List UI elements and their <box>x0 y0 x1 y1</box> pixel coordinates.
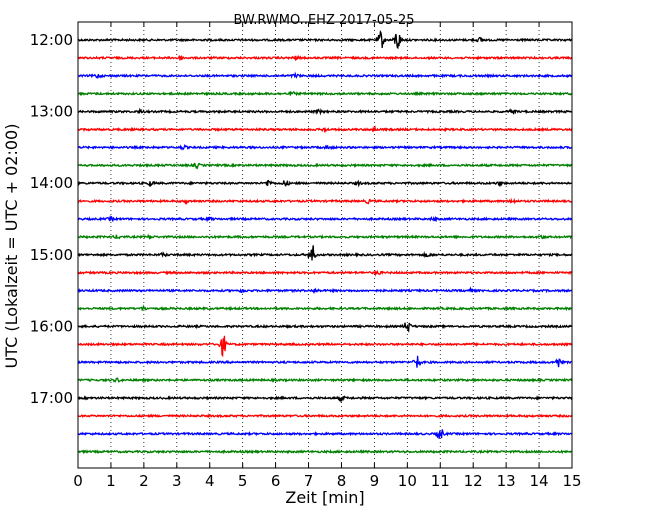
x-tick-label: 3 <box>172 472 182 490</box>
x-axis-label: Zeit [min] <box>285 488 364 507</box>
x-tick-label: 9 <box>370 472 380 490</box>
x-tick-label: 1 <box>106 472 116 490</box>
x-tick-label: 15 <box>562 472 581 490</box>
y-tick-label: 17:00 <box>30 389 73 407</box>
x-tick-label: 12 <box>464 472 483 490</box>
y-tick-label: 12:00 <box>30 31 73 49</box>
chart-title: BW.RWMO..EHZ 2017-05-25 <box>233 13 414 28</box>
trace-12:15 <box>77 54 573 62</box>
trace-16:00 <box>77 322 573 333</box>
x-tick-label: 11 <box>431 472 450 490</box>
trace-14:15 <box>77 197 572 206</box>
traces-group <box>77 29 573 455</box>
y-tick-label: 15:00 <box>30 246 73 264</box>
x-tick-label: 10 <box>398 472 417 490</box>
x-tick-label: 2 <box>139 472 149 490</box>
trace-14:45 <box>77 233 572 240</box>
trace-13:00 <box>77 107 573 116</box>
trace-15:15 <box>77 269 573 277</box>
trace-14:30 <box>77 215 573 223</box>
vertical-grid <box>110 22 540 468</box>
x-tick-label: 7 <box>304 472 314 490</box>
trace-14:00 <box>77 179 572 188</box>
trace-17:30 <box>77 429 573 439</box>
trace-16:30 <box>77 355 572 368</box>
x-tick-label: 5 <box>238 472 248 490</box>
trace-16:15 <box>77 335 573 358</box>
x-tick-label: 0 <box>73 472 83 490</box>
y-tick-label: 13:00 <box>30 103 73 121</box>
trace-15:30 <box>77 286 573 295</box>
x-tick-label: 13 <box>497 472 516 490</box>
x-tick-label: 4 <box>205 472 215 490</box>
y-tick-label: 14:00 <box>30 174 73 192</box>
trace-12:00 <box>77 29 573 50</box>
trace-15:45 <box>77 304 573 312</box>
trace-12:30 <box>77 71 573 79</box>
x-tick-label: 14 <box>530 472 549 490</box>
y-tick-label: 16:00 <box>30 317 73 335</box>
y-axis-label: UTC (Lokalzeit = UTC + 02:00) <box>2 124 21 369</box>
trace-12:45 <box>77 90 573 97</box>
plot-frame <box>77 21 573 469</box>
trace-13:15 <box>77 125 573 134</box>
trace-13:45 <box>77 162 573 170</box>
trace-15:00 <box>77 245 573 261</box>
x-tick-label: 8 <box>337 472 347 490</box>
trace-17:00 <box>77 395 573 404</box>
x-axis-ticks: 0 1 2 3 4 5 6 7 8 9 10 11 12 13 14 15 <box>73 22 582 490</box>
trace-17:15 <box>77 413 573 419</box>
trace-16:45 <box>77 377 573 383</box>
trace-17:45 <box>77 448 572 455</box>
y-axis-ticks: 12:00 13:00 14:00 15:00 16:00 17:00 <box>30 31 572 407</box>
x-tick-label: 6 <box>271 472 281 490</box>
trace-13:30 <box>77 143 572 151</box>
